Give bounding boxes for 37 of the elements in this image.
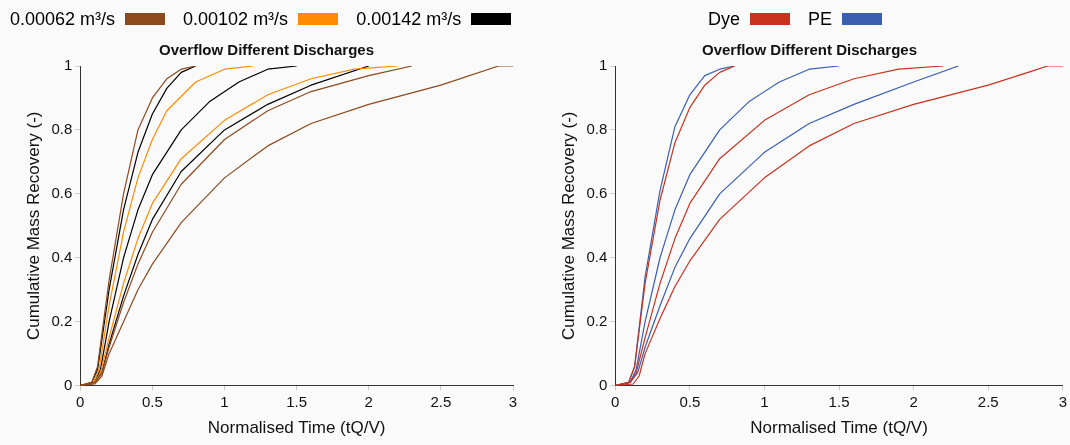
x-tick-label: 3 [508, 392, 518, 410]
legend-label: 0.00102 m³/s [183, 8, 290, 30]
x-tick-label: 2 [909, 392, 918, 410]
x-tick-label: 0 [611, 392, 620, 410]
y-axis-title: Cumulative Mass Recovery (-) [23, 111, 43, 341]
chart-title: Overflow Different Discharges [701, 41, 918, 59]
y-tick-label: 0 [63, 375, 73, 393]
legend-label: 0.00062 m³/s [10, 8, 117, 30]
y-tick-label: 0.4 [51, 247, 73, 265]
y-tick-label: 0.6 [586, 183, 608, 201]
x-tick-label: 0 [76, 392, 85, 410]
x-tick-label: 2.5 [430, 392, 452, 410]
x-tick-label: 2.5 [977, 392, 999, 410]
y-tick-label: 0.2 [51, 311, 73, 329]
y-tick-label: 0.8 [51, 120, 73, 138]
x-tick-label: 3 [1058, 392, 1067, 410]
x-tick-label: 1.5 [286, 392, 308, 410]
y-tick-label: 1 [63, 56, 73, 74]
y-tick-label: 0.4 [586, 247, 608, 265]
y-tick-label: 0 [598, 375, 608, 393]
y-tick-label: 0.8 [586, 120, 608, 138]
x-tick-label: 1 [220, 392, 229, 410]
x-axis-title: Normalised Time (tQ/V) [750, 418, 928, 438]
x-tick-label: 1.5 [828, 392, 850, 410]
x-tick-label: 0.5 [141, 392, 163, 410]
y-tick-label: 0.6 [51, 183, 73, 201]
y-tick-label: 1 [598, 56, 608, 74]
x-tick-label: 1 [760, 392, 769, 410]
y-axis-title: Cumulative Mass Recovery (-) [558, 111, 578, 341]
chart-title: Overflow Different Discharges [158, 41, 375, 59]
legend-label: PE [807, 8, 833, 30]
x-tick-label: 2 [364, 392, 373, 410]
x-tick-label: 0.5 [679, 392, 701, 410]
x-axis-title: Normalised Time (tQ/V) [207, 418, 386, 438]
legend-label: 0.00142 m³/s [356, 8, 463, 30]
y-tick-label: 0.2 [586, 311, 608, 329]
legend-label: Dye [707, 8, 741, 30]
